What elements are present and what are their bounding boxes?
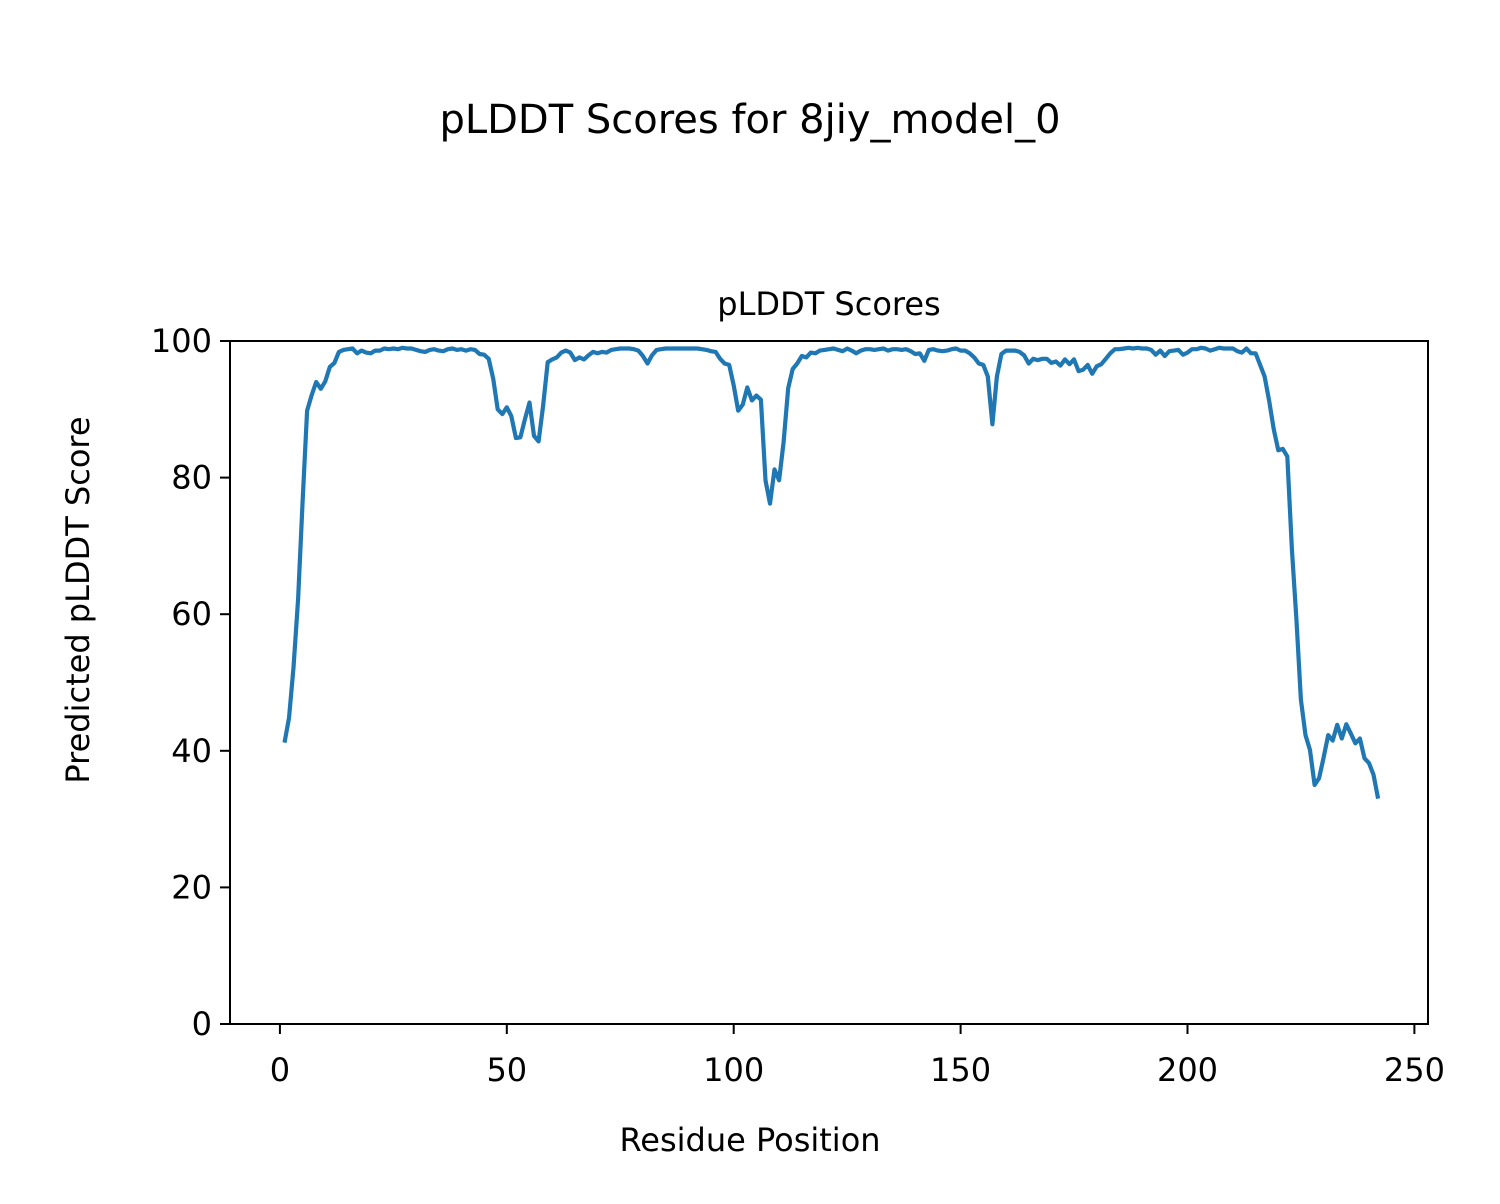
plot-frame: [229, 340, 1429, 1025]
x-tick-label: 150: [930, 1051, 991, 1089]
y-tick-label: 20: [171, 868, 212, 906]
x-tick-label: 0: [270, 1051, 290, 1089]
x-tick-label: 250: [1384, 1051, 1445, 1089]
y-axis-label: Predicted pLDDT Score: [59, 416, 97, 783]
series-line-0: [282, 345, 1381, 799]
axes-title: pLDDT Scores: [717, 285, 940, 323]
y-tick-label: 60: [171, 595, 212, 633]
ticks-layer: 0 50 100 150 200 250 0 20 40 60 80 100: [151, 322, 1445, 1089]
x-tick-label: 200: [1157, 1051, 1218, 1089]
y-tick-label: 40: [171, 732, 212, 770]
y-tick-label: 100: [151, 322, 212, 360]
x-tick-label: 50: [486, 1051, 527, 1089]
y-tick-label: 80: [171, 459, 212, 497]
figure-suptitle: pLDDT Scores for 8jiy_model_0: [439, 97, 1060, 143]
plot-layer: [282, 345, 1381, 799]
y-tick-label: 0: [192, 1005, 212, 1043]
x-axis-label: Residue Position: [619, 1121, 880, 1159]
x-tick-label: 100: [703, 1051, 764, 1089]
